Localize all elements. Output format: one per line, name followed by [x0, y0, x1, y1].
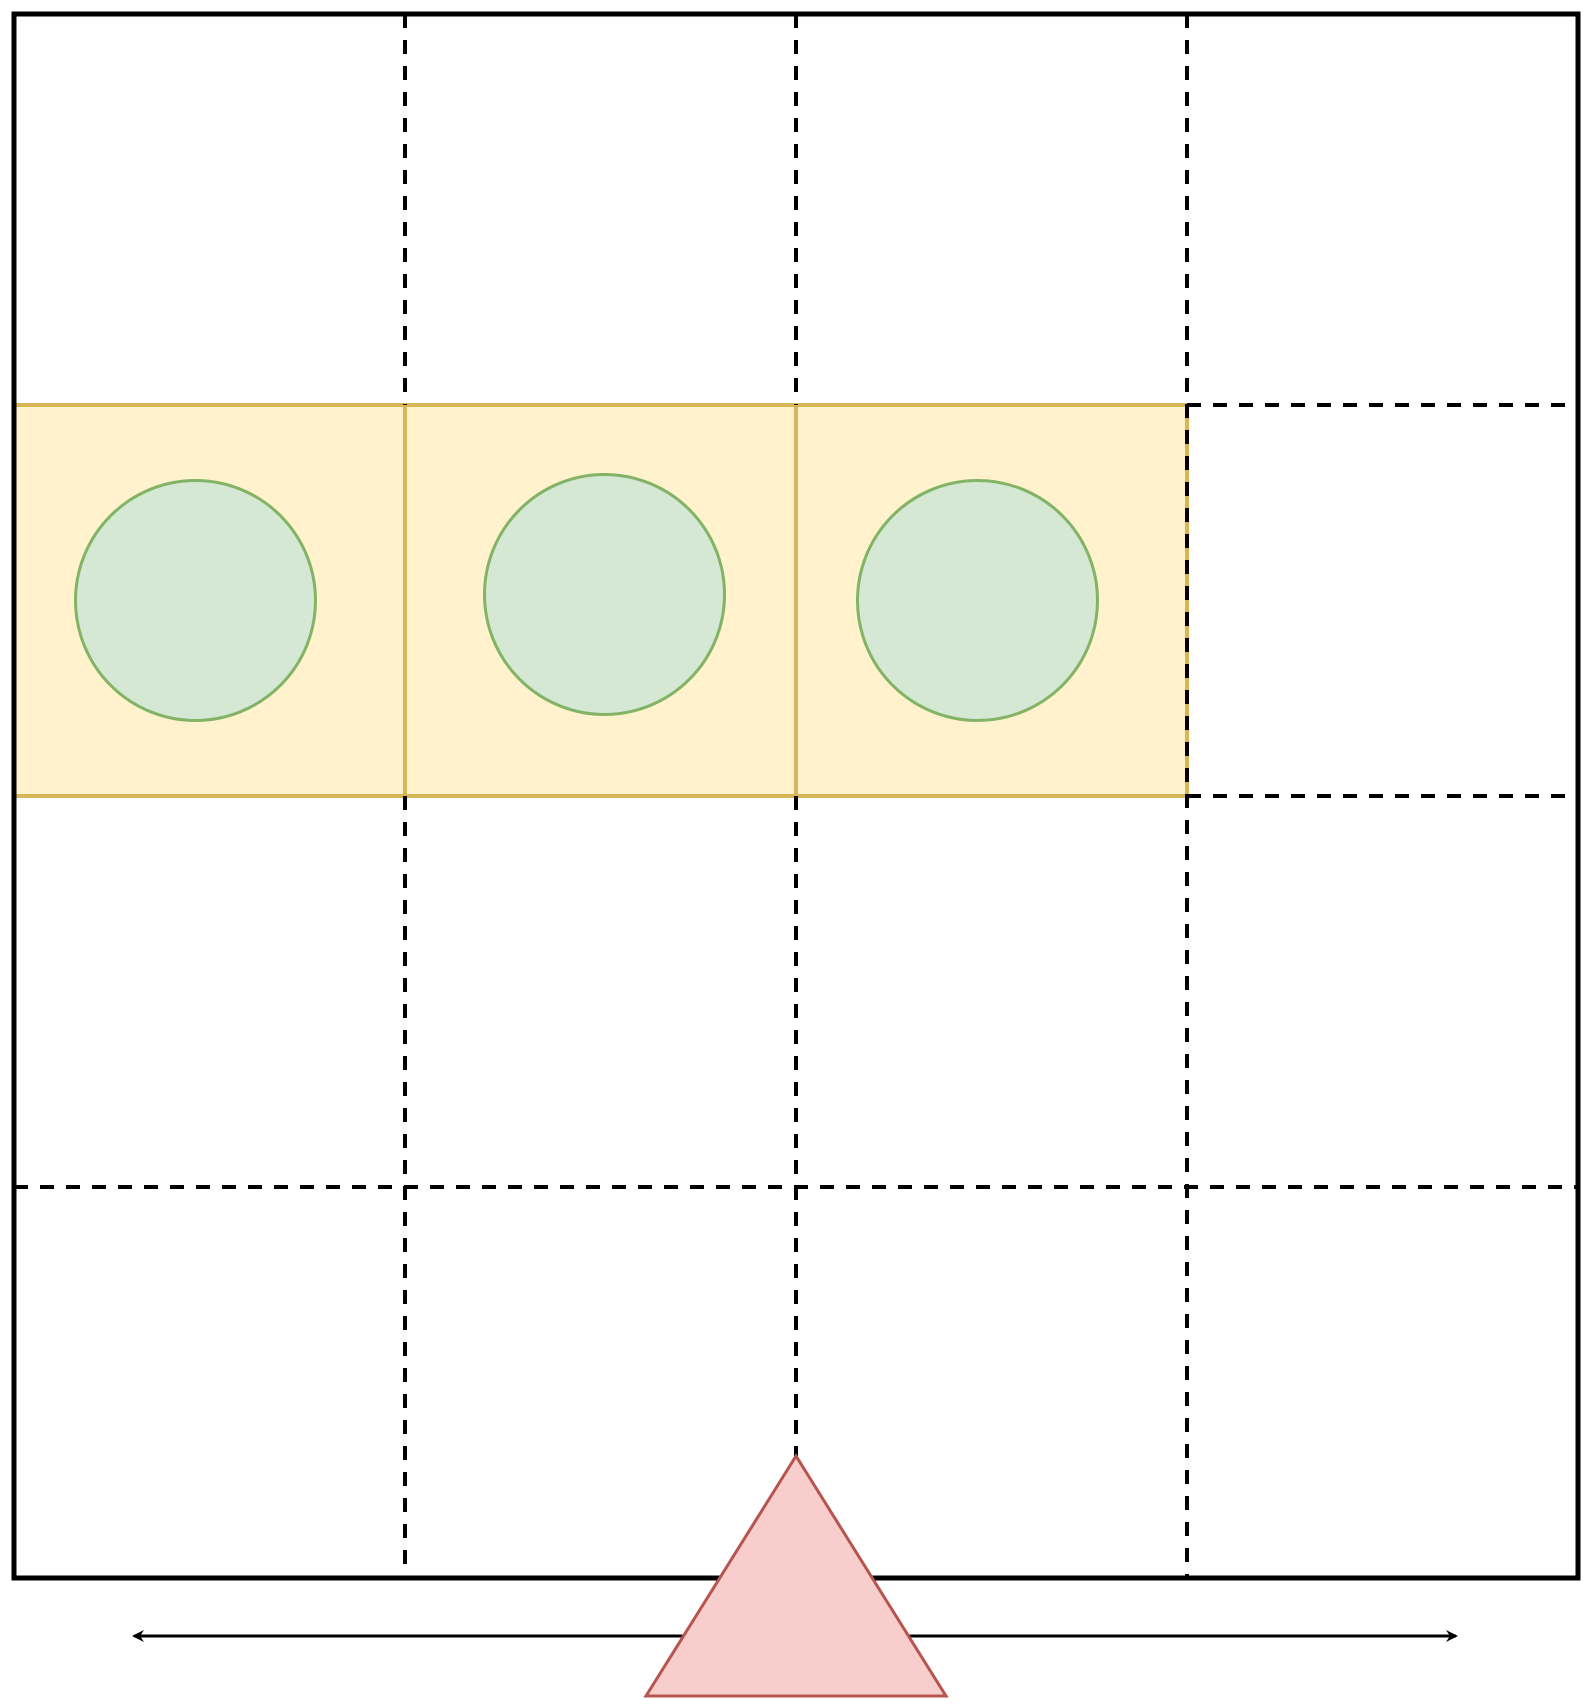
grid-lines [14, 14, 1578, 1578]
circle-icon [483, 473, 726, 716]
triangle-icon [643, 1453, 949, 1698]
circle-icon [856, 479, 1099, 722]
pieces [74, 473, 1099, 722]
circle-icon [74, 479, 317, 722]
